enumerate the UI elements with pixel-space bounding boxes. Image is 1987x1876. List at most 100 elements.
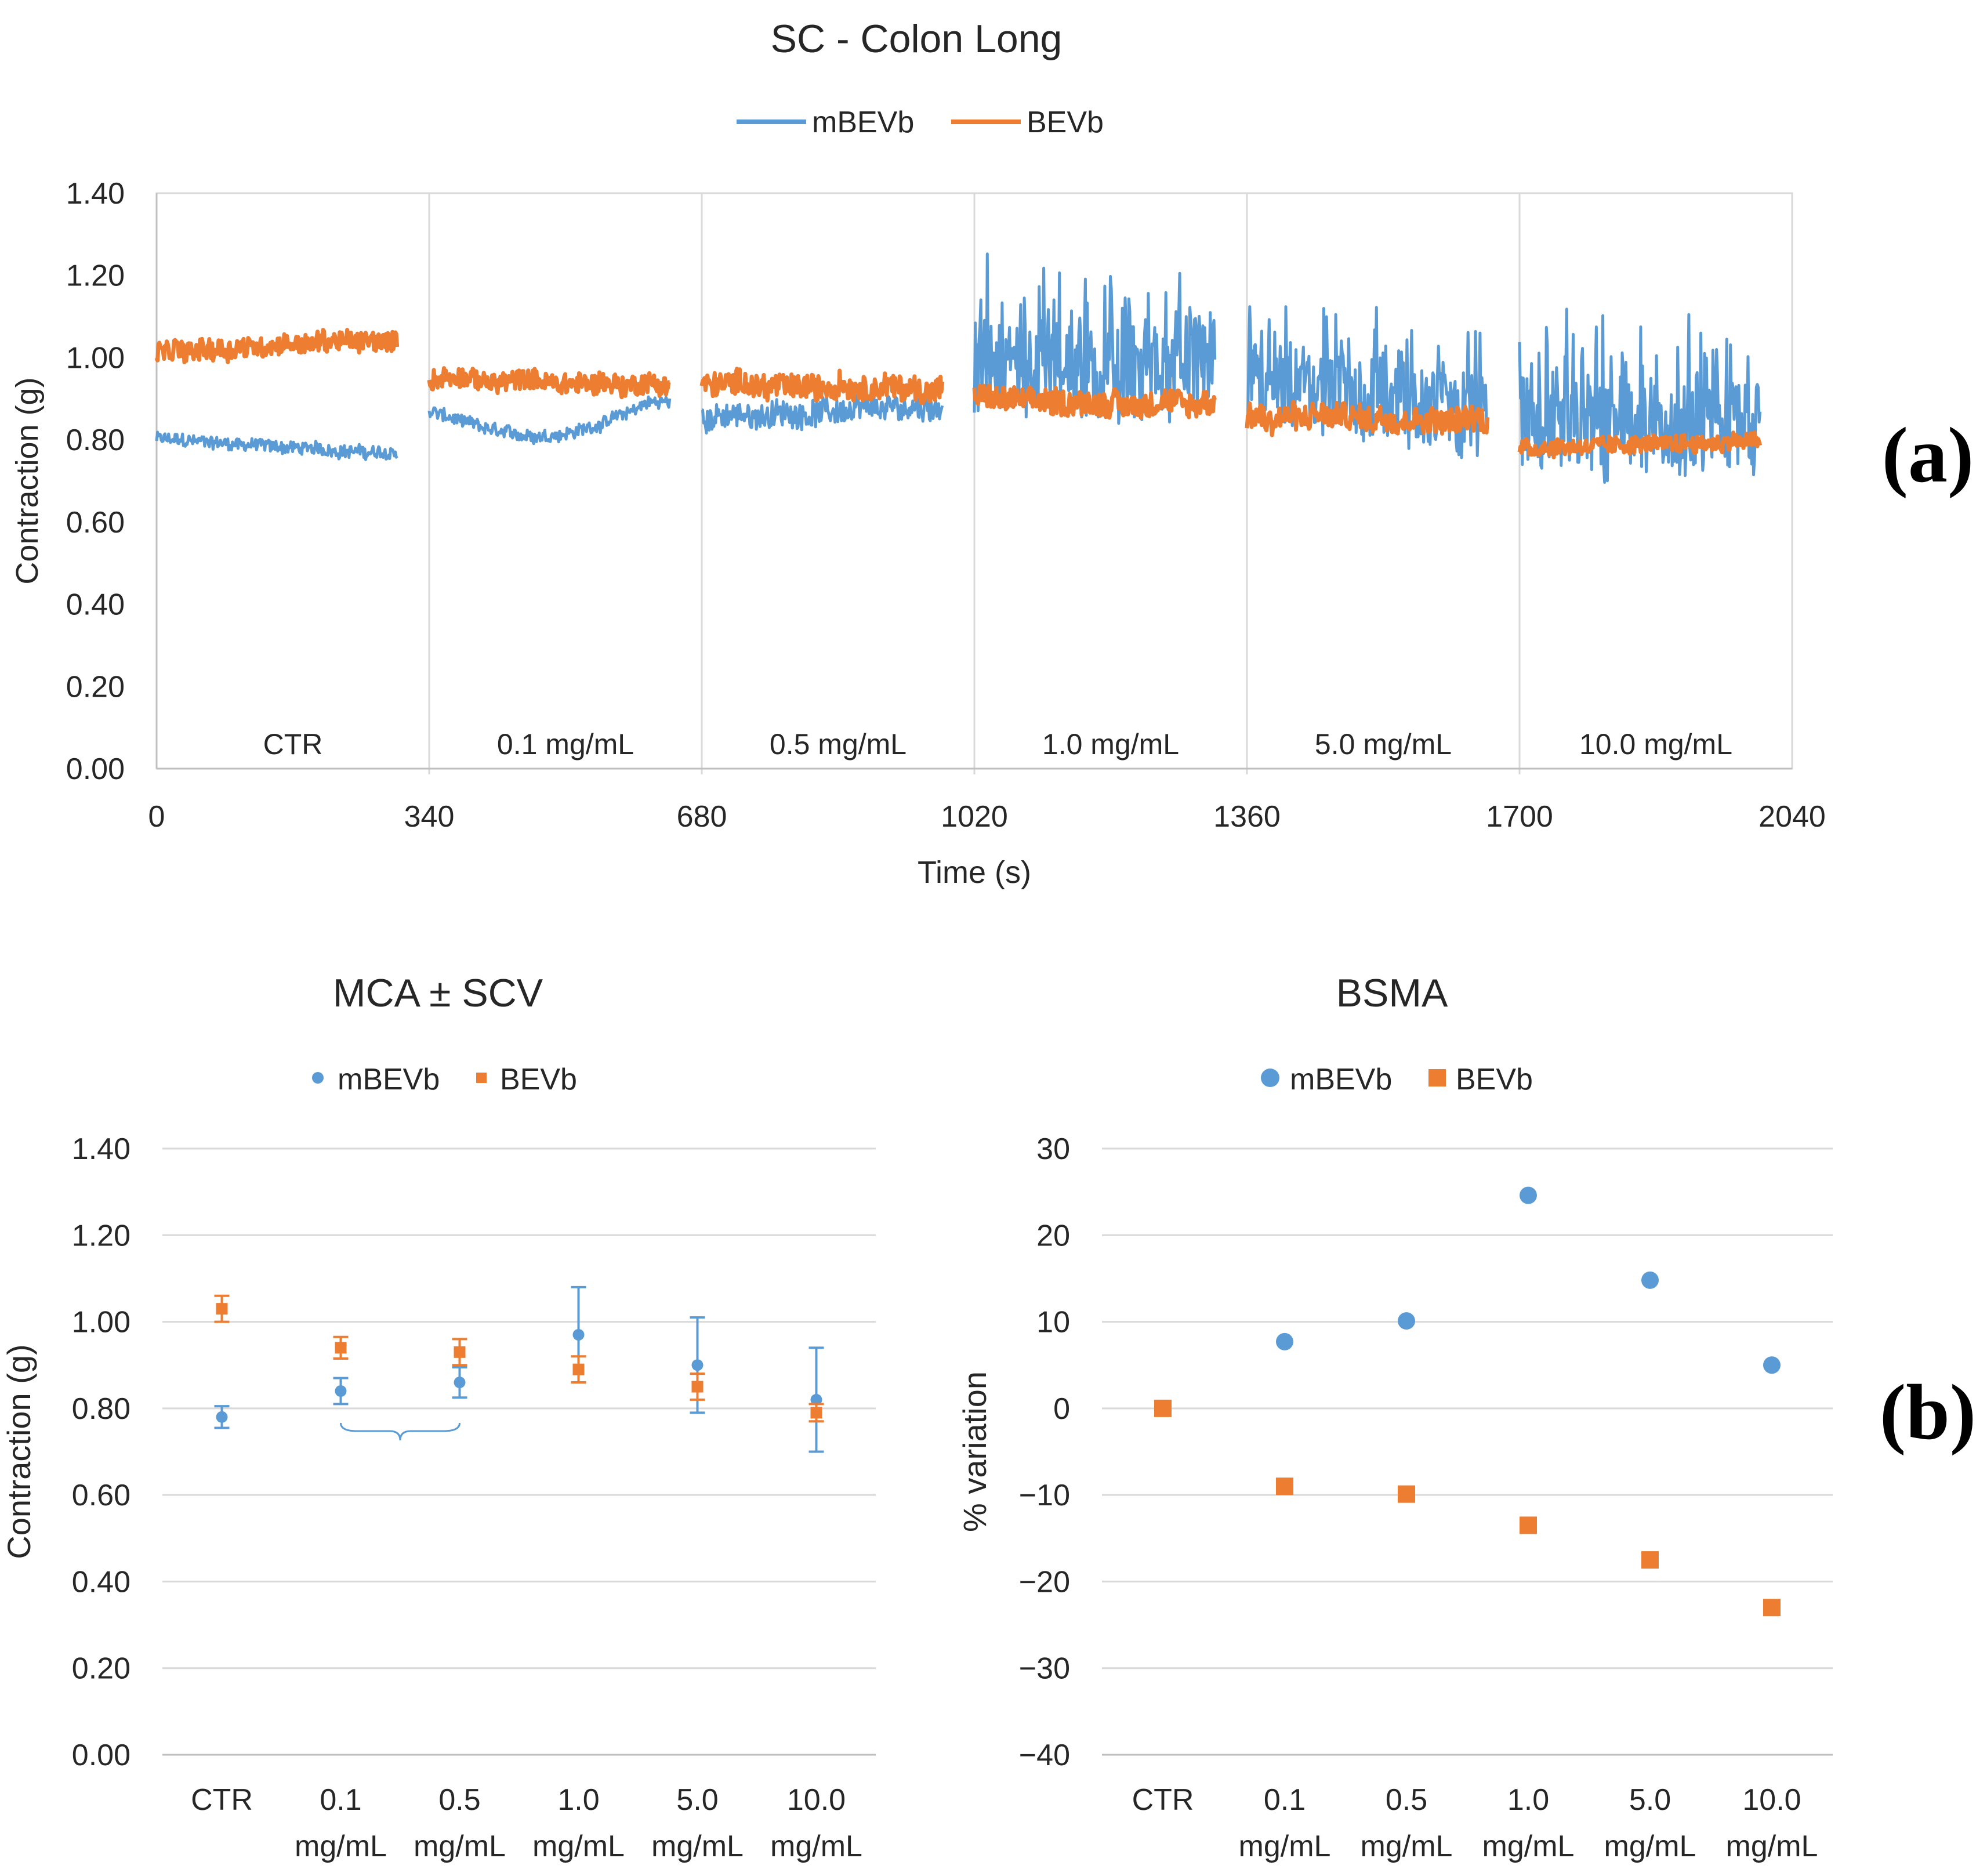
- y-tick-label: 0.40: [72, 1565, 130, 1599]
- point-mbevb: [1520, 1186, 1537, 1204]
- point-mbevb: [1641, 1271, 1659, 1289]
- x-tick-label: 0.1: [1264, 1783, 1306, 1817]
- x-tick-label: 5.0: [1629, 1783, 1671, 1817]
- legend-marker-bevb: [1428, 1069, 1446, 1087]
- y-tick-label: 20: [1036, 1219, 1070, 1252]
- y-tick-label: 0.40: [66, 588, 125, 622]
- series-line-bevb: [154, 328, 400, 364]
- point-bevb: [216, 1303, 228, 1315]
- point-mbevb: [1763, 1356, 1781, 1374]
- segment-label: 0.5 mg/mL: [770, 728, 907, 760]
- legend-label-mbevb: mBEVb: [1290, 1063, 1392, 1096]
- x-tick-label: mg/mL: [1239, 1830, 1331, 1863]
- x-tick-label: mg/mL: [770, 1830, 862, 1863]
- x-tick-label: 680: [677, 800, 727, 834]
- y-tick-label: 1.40: [72, 1132, 130, 1166]
- chart-title: BSMA: [1336, 971, 1448, 1015]
- series-line-mbevb: [427, 395, 672, 446]
- series-line-bevb: [972, 383, 1217, 420]
- point-bevb: [572, 1363, 585, 1375]
- y-tick-label: −30: [1019, 1652, 1070, 1686]
- point-mbevb: [691, 1359, 704, 1371]
- segment-label: 0.1 mg/mL: [497, 728, 634, 760]
- x-tick-label: mg/mL: [532, 1830, 625, 1863]
- point-bevb: [1154, 1399, 1172, 1417]
- y-tick-label: 0.20: [66, 670, 125, 704]
- chart-bsma: −40 −30 −20 −10 0 10 20 30 CTR 0.1 mg/mL 0.5 mg/mL 1.…: [956, 971, 1833, 1863]
- point-bevb: [691, 1381, 704, 1393]
- y-tick-label: 0.00: [66, 752, 125, 786]
- point-bevb: [1641, 1551, 1659, 1569]
- point-mbevb: [335, 1385, 347, 1397]
- y-tick-label: 0.80: [66, 423, 125, 457]
- x-tick-label: 10.0: [1742, 1783, 1801, 1817]
- x-tick-label: 340: [404, 800, 455, 834]
- y-tick-label: 1.00: [66, 341, 125, 375]
- y-tick-label: −20: [1019, 1565, 1070, 1599]
- x-axis-title: Time (s): [918, 855, 1031, 890]
- series-line-mbevb: [973, 252, 1217, 425]
- y-tick-label: 0.60: [72, 1479, 130, 1512]
- legend-marker-mbevb: [312, 1072, 324, 1084]
- y-tick-label: 0: [1053, 1392, 1070, 1426]
- legend-marker-mbevb: [1261, 1069, 1279, 1087]
- point-mbevb: [1398, 1312, 1415, 1330]
- y-tick-label: −10: [1019, 1479, 1070, 1512]
- y-tick-label: 1.20: [66, 259, 125, 293]
- x-tick-label: 5.0: [676, 1783, 718, 1817]
- x-tick-label: mg/mL: [414, 1830, 506, 1863]
- y-tick-label: 1.00: [72, 1306, 130, 1339]
- chart-title: MCA ± SCV: [333, 971, 543, 1015]
- segment-label: 10.0 mg/mL: [1579, 728, 1732, 760]
- x-tick-label: mg/mL: [651, 1830, 744, 1863]
- point-mbevb: [810, 1393, 822, 1406]
- brace-annotation: [340, 1422, 461, 1441]
- point-bevb: [1398, 1485, 1415, 1503]
- y-tick-label: 0.60: [66, 506, 125, 539]
- legend-label-bevb: BEVb: [1456, 1063, 1533, 1096]
- series-line-bevb: [1245, 400, 1490, 437]
- y-tick-label: 30: [1036, 1132, 1070, 1166]
- segment-label: 5.0 mg/mL: [1315, 728, 1452, 760]
- x-tick-label: mg/mL: [1604, 1830, 1696, 1863]
- panel-label-a: (a): [1882, 412, 1974, 499]
- y-tick-label: 0.80: [72, 1392, 130, 1426]
- series-line-mbevb: [155, 430, 398, 461]
- point-mbevb: [454, 1377, 466, 1389]
- y-axis-title: Contraction (g): [10, 377, 45, 584]
- x-tick-label: mg/mL: [1361, 1830, 1453, 1863]
- y-tick-label: 1.40: [66, 177, 125, 211]
- point-mbevb: [572, 1328, 585, 1341]
- x-tick-label: 1360: [1213, 800, 1281, 834]
- x-tick-label: 1.0: [557, 1783, 599, 1817]
- y-tick-label: 0.00: [72, 1739, 130, 1772]
- y-tick-label: −40: [1019, 1739, 1070, 1772]
- x-tick-label: mg/mL: [295, 1830, 387, 1863]
- x-tick-label: 1.0: [1507, 1783, 1549, 1817]
- point-bevb: [335, 1342, 347, 1354]
- point-mbevb: [216, 1411, 228, 1423]
- x-tick-label: 1700: [1486, 800, 1553, 834]
- x-tick-label: 0.5: [1386, 1783, 1427, 1817]
- y-axis-title: % variation: [956, 1371, 993, 1532]
- panel-label-b: (b): [1880, 1369, 1976, 1456]
- series-line-mbevb: [1245, 305, 1489, 459]
- legend-label-mbevb: mBEVb: [338, 1063, 440, 1096]
- x-tick-label: mg/mL: [1482, 1830, 1575, 1863]
- point-bevb: [1763, 1599, 1781, 1617]
- y-axis-title: Contraction (g): [1, 1344, 37, 1559]
- point-bevb: [810, 1407, 822, 1419]
- series-line-bevb: [1517, 430, 1763, 459]
- x-tick-label: 0.1: [320, 1783, 361, 1817]
- legend-label-mbevb: mBEVb: [812, 106, 914, 139]
- series-line-mbevb: [701, 394, 944, 434]
- x-tick-label: mg/mL: [1726, 1830, 1818, 1863]
- series-line-bevb: [427, 366, 671, 400]
- point-mbevb: [1276, 1332, 1293, 1350]
- legend-label-bevb: BEVb: [1027, 106, 1104, 139]
- y-tick-label: 1.20: [72, 1219, 130, 1252]
- x-tick-label: 10.0: [787, 1783, 846, 1817]
- chart-title: SC - Colon Long: [771, 17, 1063, 61]
- x-tick-label: 2040: [1758, 800, 1826, 834]
